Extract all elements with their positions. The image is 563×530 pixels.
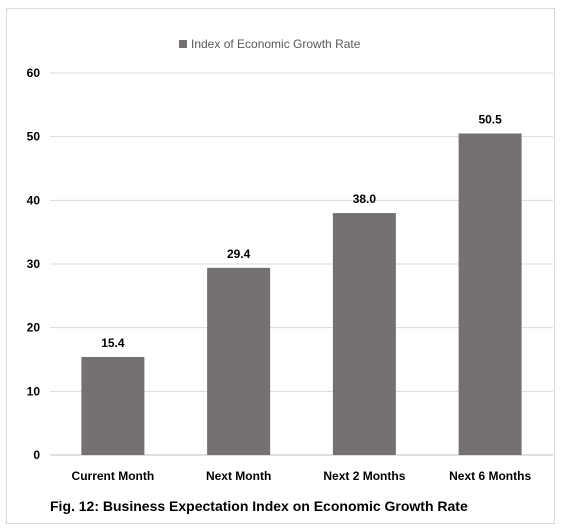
x-tick-label: Next 2 Months <box>323 469 405 483</box>
x-axis: Current Month Next Month Next 2 Months Next… <box>72 469 532 483</box>
y-tick-label: 50 <box>27 130 41 144</box>
bar <box>81 356 145 455</box>
x-tick-label: Current Month <box>72 469 155 483</box>
y-tick-label: 10 <box>27 384 41 398</box>
legend: Index of Economic Growth Rate <box>179 37 361 51</box>
data-label: 38.0 <box>353 192 377 206</box>
legend-swatch <box>179 40 187 48</box>
bar <box>458 133 522 455</box>
legend-label: Index of Economic Growth Rate <box>191 37 361 51</box>
y-axis: 0 10 20 30 40 50 60 <box>27 66 41 462</box>
y-tick-label: 0 <box>33 448 40 462</box>
y-tick-label: 60 <box>27 66 41 80</box>
bars <box>81 133 522 455</box>
data-labels: 15.4 29.4 38.0 50.5 <box>101 112 502 349</box>
data-label: 50.5 <box>478 112 502 126</box>
y-tick-label: 40 <box>27 193 41 207</box>
data-label: 29.4 <box>227 247 251 261</box>
x-tick-label: Next 6 Months <box>449 469 531 483</box>
figure-caption: Fig. 12: Business Expectation Index on E… <box>50 498 468 514</box>
bar <box>207 267 271 455</box>
bar <box>332 213 396 455</box>
y-tick-label: 20 <box>27 321 41 335</box>
x-tick-label: Next Month <box>206 469 271 483</box>
y-tick-label: 30 <box>27 257 41 271</box>
data-label: 15.4 <box>101 336 125 350</box>
